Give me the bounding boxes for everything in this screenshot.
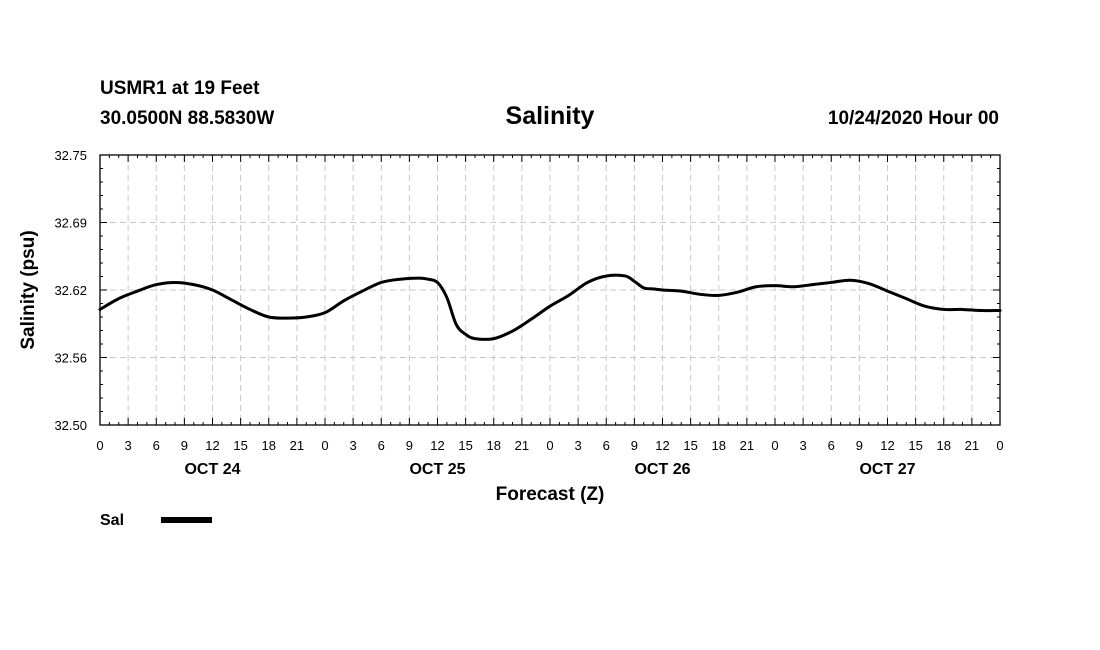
x-tick-label: 0 <box>771 438 778 453</box>
day-label: OCT 25 <box>409 461 465 478</box>
x-tick-label: 9 <box>181 438 188 453</box>
day-label: OCT 24 <box>184 461 240 478</box>
x-tick-label: 3 <box>800 438 807 453</box>
x-tick-label: 12 <box>205 438 219 453</box>
x-tick-label: 0 <box>546 438 553 453</box>
x-tick-label: 6 <box>153 438 160 453</box>
x-tick-label: 15 <box>908 438 922 453</box>
x-tick-label: 18 <box>262 438 276 453</box>
x-tick-label: 21 <box>515 438 529 453</box>
x-tick-label: 0 <box>96 438 103 453</box>
x-tick-label: 15 <box>233 438 247 453</box>
day-labels: OCT 24 OCT 25 OCT 26 OCT 27 <box>184 461 915 478</box>
y-tick-label: 32.56 <box>54 351 87 366</box>
x-tick-label: 12 <box>880 438 894 453</box>
day-label: OCT 26 <box>634 461 690 478</box>
x-tick-label: 18 <box>937 438 951 453</box>
y-tick-label: 32.62 <box>54 283 87 298</box>
station-label: USMR1 at 19 Feet <box>100 78 260 99</box>
y-tick-labels: 32.75 32.69 32.62 32.56 32.50 <box>54 148 87 433</box>
x-tick-label: 6 <box>603 438 610 453</box>
legend: Sal <box>100 512 212 529</box>
legend-label: Sal <box>100 512 124 529</box>
x-tick-label: 9 <box>406 438 413 453</box>
x-tick-label: 21 <box>290 438 304 453</box>
plot-frame <box>99 154 1001 426</box>
x-tick-label: 21 <box>965 438 979 453</box>
x-tick-label: 18 <box>712 438 726 453</box>
x-axis-label: Forecast (Z) <box>496 484 605 505</box>
x-tick-label: 0 <box>996 438 1003 453</box>
chart-title: Salinity <box>506 102 595 130</box>
x-tick-label: 6 <box>828 438 835 453</box>
y-tick-label: 32.50 <box>54 418 87 433</box>
x-tick-label: 12 <box>430 438 444 453</box>
x-tick-label: 0 <box>321 438 328 453</box>
x-tick-label: 3 <box>125 438 132 453</box>
y-axis-label: Salinity (psu) <box>18 230 39 349</box>
x-tick-label: 9 <box>631 438 638 453</box>
y-tick-label: 32.75 <box>54 148 87 163</box>
x-tick-label: 3 <box>350 438 357 453</box>
x-tick-labels: 0 3 6 9 12 15 18 21 0 3 6 9 12 15 18 21 0 3 6 9 12 15 18 21 0 3 6 9… <box>96 438 1003 453</box>
x-tick-label: 3 <box>575 438 582 453</box>
x-tick-label: 21 <box>740 438 754 453</box>
y-tick-label: 32.69 <box>54 216 87 231</box>
day-label: OCT 27 <box>859 461 915 478</box>
x-tick-label: 9 <box>856 438 863 453</box>
grid <box>100 155 1000 425</box>
x-tick-label: 18 <box>487 438 501 453</box>
x-tick-label: 12 <box>655 438 669 453</box>
x-tick-label: 15 <box>683 438 697 453</box>
series-line-sal <box>98 273 1002 341</box>
x-tick-label: 15 <box>458 438 472 453</box>
coords-label: 30.0500N 88.5830W <box>100 108 274 129</box>
series-lines <box>98 273 1002 341</box>
x-tick-label: 6 <box>378 438 385 453</box>
run-time-label: 10/24/2020 Hour 00 <box>828 108 999 129</box>
